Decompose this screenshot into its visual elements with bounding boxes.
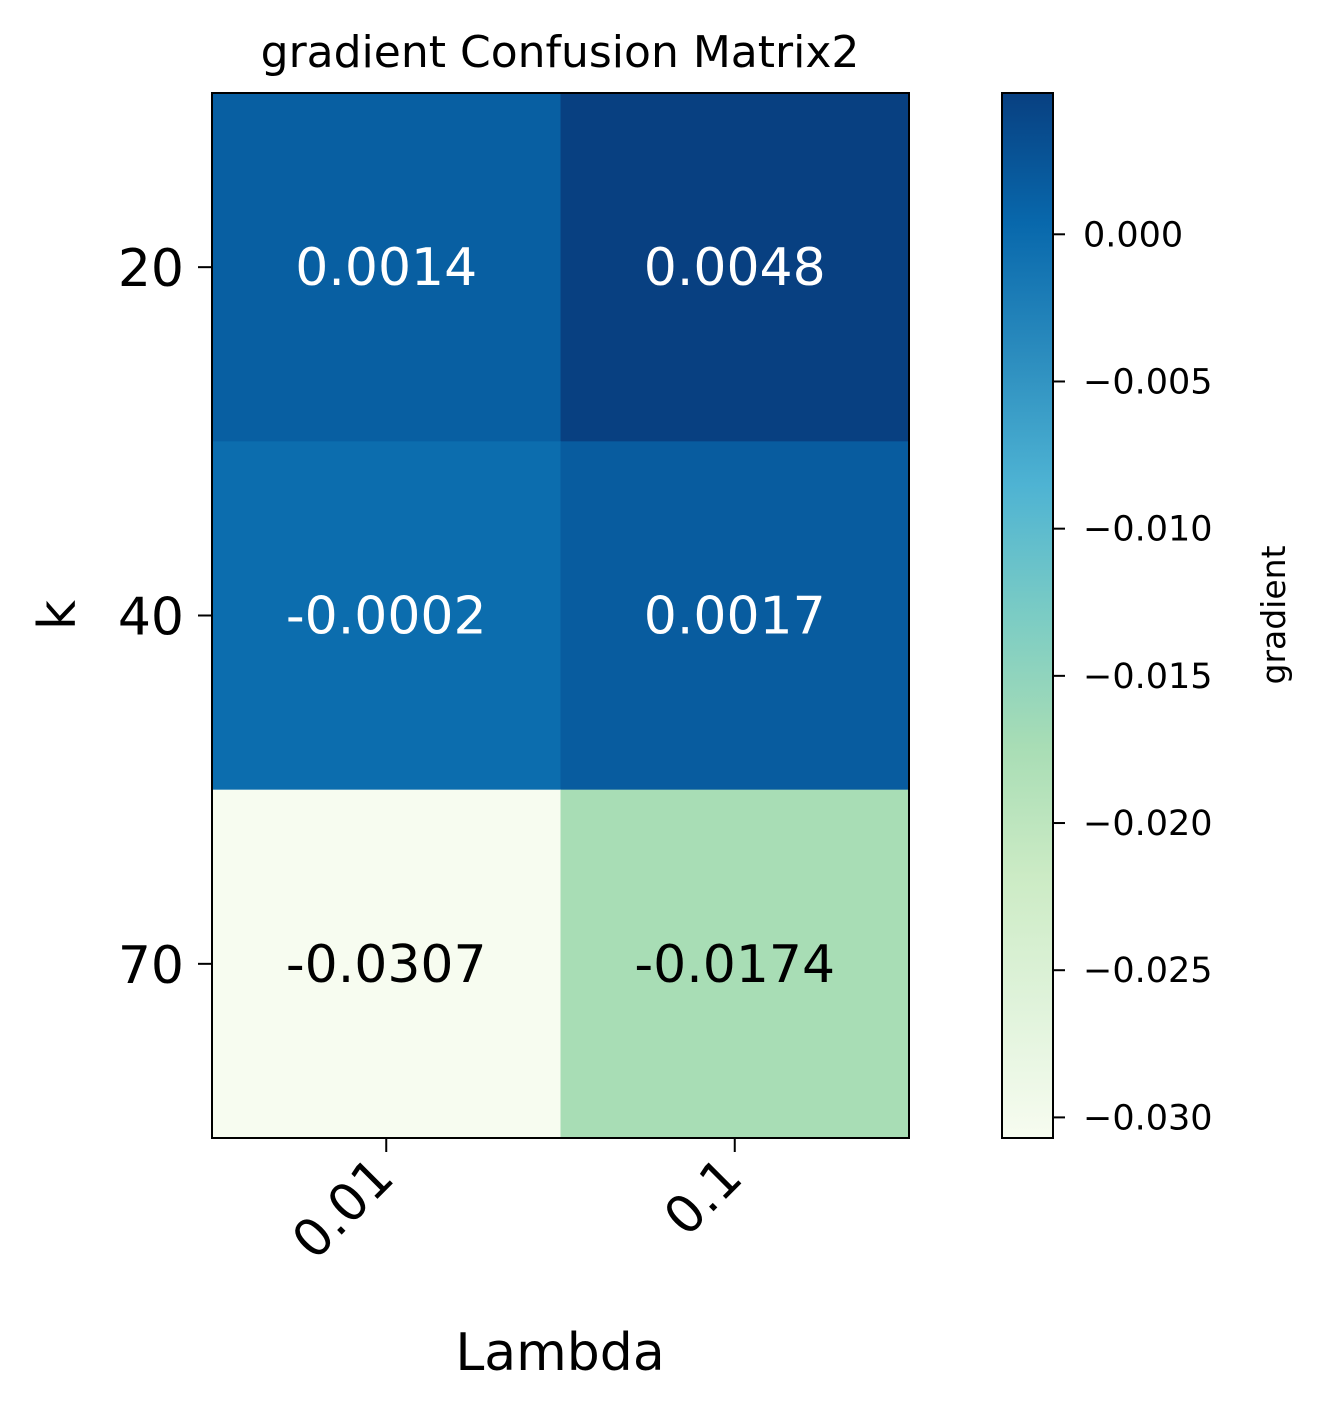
x-tick-label: 0.01 [281,1147,405,1271]
heatmap-cell-labels: 0.0014 0.0048 -0.0002 0.0017 -0.0307 -0.0174 [286,238,835,995]
heatmap-cell [212,93,561,442]
y-axis-label: k [28,600,88,630]
cell-value-label: 0.0017 [644,587,826,647]
y-tick-label: 20 [118,239,184,299]
colorbar-ticks: 0.000 −0.005 −0.010 −0.015 −0.020 −0.025 −0.03… [1053,215,1213,1138]
cell-value-label: -0.0002 [286,587,487,647]
y-tick-label: 40 [118,588,184,648]
heatmap-cell [560,93,910,442]
heatmap-cell [212,789,561,1139]
x-axis-label: Lambda [455,1323,664,1383]
colorbar-tick-label: −0.025 [1083,951,1213,991]
y-tick-label: 70 [118,936,184,996]
heatmap-cell [560,789,910,1139]
x-tick-label: 0.1 [653,1147,754,1248]
chart-title: gradient Confusion Matrix2 [261,27,860,78]
colorbar-tick-label: −0.030 [1083,1098,1213,1138]
colorbar-tick-label: −0.005 [1083,362,1213,402]
cell-value-label: -0.0174 [634,935,835,995]
colorbar-tick-label: −0.020 [1083,804,1213,844]
y-axis-ticks: 20 40 70 [118,239,212,996]
colorbar-label: gradient [1254,545,1293,684]
cell-value-label: -0.0307 [286,935,487,995]
heatmap-cell [560,441,910,791]
colorbar-gradient [1001,92,1054,1139]
colorbar-tick-label: −0.015 [1083,657,1213,697]
colorbar-tick-label: −0.010 [1083,510,1213,550]
heatmap-cell [212,441,561,791]
cell-value-label: 0.0048 [644,238,826,298]
x-axis-ticks: 0.01 0.1 [281,1138,754,1271]
heatmap-cells [212,93,910,1139]
cell-value-label: 0.0014 [295,238,477,298]
colorbar-tick-label: 0.000 [1083,215,1183,255]
